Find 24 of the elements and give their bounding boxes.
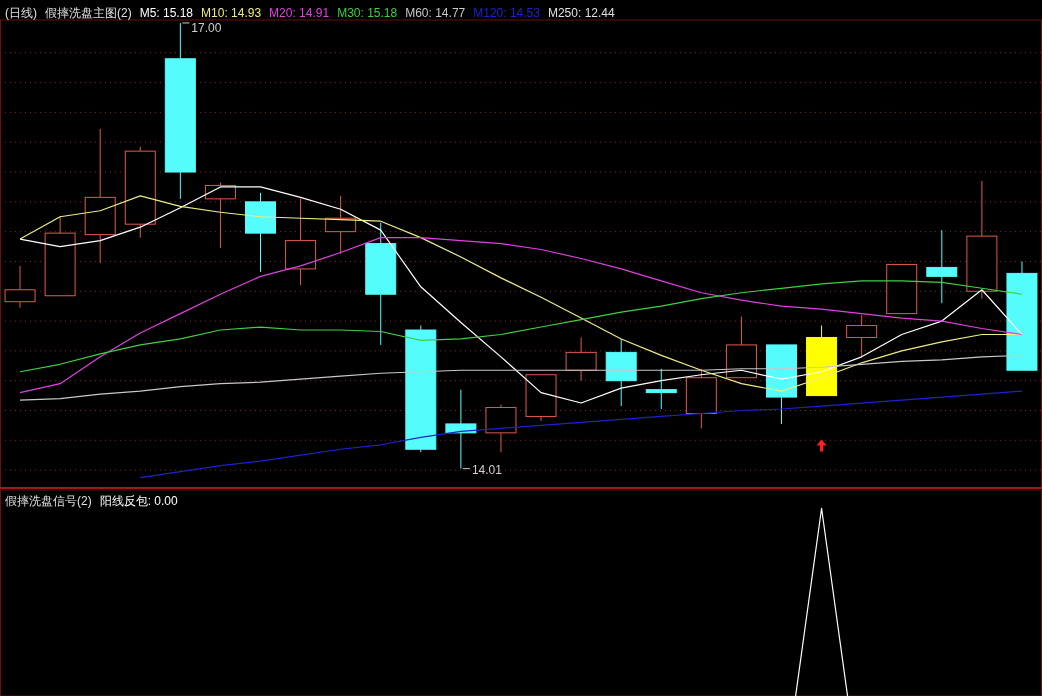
candlestick [645, 368, 677, 410]
chart-title: (日线) [5, 6, 37, 21]
candlestick [966, 180, 998, 300]
candlestick [285, 198, 317, 286]
candlestick [846, 314, 878, 358]
annotation: 14.01 [471, 462, 503, 477]
text: M30: 15.18 [337, 6, 398, 21]
text: 阳线反包: 0.00 [99, 494, 179, 509]
candlestick [4, 265, 36, 309]
candlestick [565, 336, 597, 382]
text: M60: 14.77 [405, 6, 466, 21]
candlestick [605, 338, 637, 407]
text: M20: 14.91 [269, 6, 330, 21]
chart-subtitle: 假摔洗盘主图(2) [45, 6, 132, 21]
text: M120: 14.53 [473, 6, 541, 21]
annotation: 17.00 [191, 21, 222, 36]
candlestick [485, 404, 517, 453]
chart-title: 假摔洗盘信号(2) [5, 494, 92, 509]
text: M5: 15.18 [139, 6, 194, 21]
text: M10: 14.93 [201, 6, 262, 21]
annotation: M250: 12.44 [547, 6, 615, 21]
candlestick [365, 222, 397, 346]
candlestick [84, 128, 116, 264]
candlestick [926, 229, 958, 304]
